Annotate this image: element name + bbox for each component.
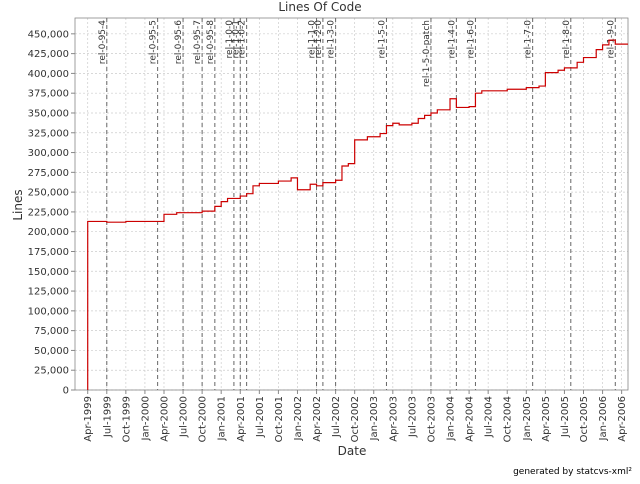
x-tick-label: Jan-2003: [369, 396, 380, 441]
y-tick-label: 275,000: [28, 168, 69, 179]
release-label: rel-1-0-0: [225, 20, 235, 59]
x-tick-label: Jan-2005: [522, 396, 533, 441]
y-tick-label: 450,000: [28, 29, 69, 40]
x-tick-label: Jul-2001: [255, 396, 266, 438]
x-tick-label: Oct-2005: [579, 396, 590, 442]
release-label: rel-1-1-0: [308, 20, 318, 59]
x-tick-label: Jul-2005: [560, 396, 571, 438]
x-axis-label: Date: [338, 444, 367, 458]
y-tick-label: 0: [63, 386, 69, 397]
release-label: rel-0-95-6: [174, 20, 184, 64]
chart-title: Lines Of Code: [278, 0, 361, 14]
footer: generated by statcvs-xml²: [513, 467, 632, 477]
y-tick-label: 200,000: [28, 227, 69, 238]
release-label: rel-0-95-7: [193, 20, 203, 64]
y-tick-label: 25,000: [34, 366, 69, 377]
x-tick-label: Apr-2000: [159, 396, 170, 442]
release-label: rel-1-4-0: [447, 20, 457, 59]
release-label: rel-1-5-0-patch: [422, 20, 432, 87]
release-label: rel-1-2-0: [314, 20, 324, 59]
x-tick-label: Oct-2003: [426, 396, 437, 442]
x-tick-label: Jul-2000: [179, 396, 190, 438]
y-tick-label: 350,000: [28, 108, 69, 119]
y-tick-label: 75,000: [34, 326, 69, 337]
x-tick-label: Jul-2004: [484, 396, 495, 438]
y-tick-label: 325,000: [28, 128, 69, 139]
y-tick-label: 375,000: [28, 89, 69, 100]
x-tick-label: Jan-2004: [446, 396, 457, 441]
release-label: rel-1-8-0: [562, 20, 572, 59]
x-tick-label: Jul-1999: [102, 396, 113, 438]
x-tick-label: Apr-2002: [312, 396, 323, 442]
plot-border: [74, 17, 629, 391]
release-label: rel-1-7-0: [524, 20, 534, 59]
x-tick-label: Apr-1999: [83, 396, 94, 442]
x-tick-label: Jul-2003: [407, 396, 418, 438]
y-tick-label: 400,000: [28, 69, 69, 80]
x-tick-label: Oct-1999: [121, 396, 132, 442]
x-tick-label: Jan-2000: [140, 396, 151, 441]
x-tick-label: Apr-2004: [465, 396, 476, 442]
y-tick-label: 250,000: [28, 188, 69, 199]
x-tick-label: Oct-2000: [198, 396, 209, 442]
release-label: rel-0-95-5: [149, 20, 159, 64]
y-tick-label: 50,000: [34, 346, 69, 357]
y-tick-label: 300,000: [28, 148, 69, 159]
release-label: rel-1-6-0: [466, 20, 476, 59]
release-label: rel-1-5-0: [377, 20, 387, 59]
release-label: rel-1-9-0: [606, 20, 616, 59]
x-tick-label: Jan-2002: [293, 396, 304, 441]
y-tick-label: 125,000: [28, 287, 69, 298]
x-tick-label: Oct-2002: [350, 396, 361, 442]
x-tick-label: Jan-2006: [598, 396, 609, 441]
line-series: [87, 39, 628, 390]
release-label: rel-1-0-1: [231, 20, 241, 58]
y-tick-label: 225,000: [28, 207, 69, 218]
y-tick-label: 150,000: [28, 267, 69, 278]
x-tick-label: Jan-2001: [217, 396, 228, 441]
x-tick-label: Jul-2002: [331, 396, 342, 438]
x-tick-label: Apr-2001: [236, 396, 247, 442]
release-label: rel-0-95-4: [98, 20, 108, 64]
x-tick-label: Apr-2006: [617, 396, 628, 442]
x-tick-label: Oct-2004: [503, 396, 514, 442]
x-tick-label: Apr-2003: [388, 396, 399, 442]
y-tick-label: 425,000: [28, 49, 69, 60]
x-tick-label: Apr-2005: [541, 396, 552, 442]
y-tick-label: 100,000: [28, 306, 69, 317]
release-label: rel-1-0-2: [238, 20, 248, 58]
y-tick-label: 175,000: [28, 247, 69, 258]
release-label: rel-0-95-8: [206, 20, 216, 64]
release-label: rel-1-3-0: [327, 20, 337, 59]
x-tick-label: Oct-2001: [274, 396, 285, 442]
y-axis-label: Lines: [11, 189, 25, 220]
